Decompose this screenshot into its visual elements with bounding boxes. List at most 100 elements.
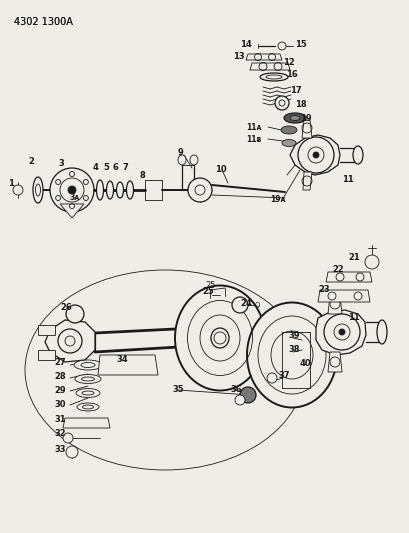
Ellipse shape bbox=[283, 113, 305, 123]
Polygon shape bbox=[63, 418, 110, 428]
Ellipse shape bbox=[74, 360, 102, 370]
Text: 17: 17 bbox=[289, 85, 301, 94]
Polygon shape bbox=[317, 290, 369, 302]
Polygon shape bbox=[98, 355, 157, 375]
Ellipse shape bbox=[77, 403, 99, 411]
Text: 22: 22 bbox=[331, 265, 343, 274]
Polygon shape bbox=[327, 352, 341, 372]
Text: 37: 37 bbox=[277, 372, 289, 381]
Text: 14: 14 bbox=[239, 39, 251, 49]
Text: 31: 31 bbox=[54, 416, 65, 424]
Circle shape bbox=[231, 297, 247, 313]
Circle shape bbox=[66, 446, 78, 458]
Text: 27: 27 bbox=[54, 359, 65, 367]
Circle shape bbox=[13, 185, 23, 195]
Circle shape bbox=[274, 96, 288, 110]
Ellipse shape bbox=[289, 116, 299, 120]
Ellipse shape bbox=[259, 73, 287, 81]
Ellipse shape bbox=[246, 303, 336, 408]
Circle shape bbox=[188, 178, 211, 202]
Text: 33: 33 bbox=[54, 446, 65, 455]
Polygon shape bbox=[38, 350, 55, 360]
Circle shape bbox=[312, 152, 318, 158]
Text: 11ᴃ: 11ᴃ bbox=[245, 134, 261, 143]
Text: 26: 26 bbox=[60, 303, 72, 312]
Circle shape bbox=[239, 387, 255, 403]
Text: 34: 34 bbox=[116, 356, 127, 365]
Text: 36: 36 bbox=[229, 385, 241, 394]
Ellipse shape bbox=[281, 140, 295, 147]
Ellipse shape bbox=[178, 155, 186, 165]
Text: 11ᴀ: 11ᴀ bbox=[245, 123, 261, 132]
Polygon shape bbox=[327, 295, 341, 314]
Text: 40: 40 bbox=[299, 359, 311, 368]
Ellipse shape bbox=[116, 182, 123, 198]
Text: 25: 25 bbox=[202, 287, 213, 296]
Text: Q: Q bbox=[254, 302, 260, 308]
Polygon shape bbox=[315, 310, 365, 355]
Circle shape bbox=[323, 314, 359, 350]
Text: 7: 7 bbox=[123, 163, 128, 172]
Text: 38: 38 bbox=[287, 345, 299, 354]
Ellipse shape bbox=[211, 328, 229, 348]
Text: 3ᴀ: 3ᴀ bbox=[70, 192, 80, 201]
Polygon shape bbox=[45, 320, 95, 362]
Text: 9: 9 bbox=[178, 148, 183, 157]
Text: 4302 1300A: 4302 1300A bbox=[14, 17, 73, 27]
Circle shape bbox=[68, 186, 76, 194]
Text: 18: 18 bbox=[294, 100, 306, 109]
Text: 30: 30 bbox=[54, 400, 65, 409]
Text: 29: 29 bbox=[54, 386, 65, 395]
Text: 3: 3 bbox=[58, 158, 63, 167]
Polygon shape bbox=[301, 120, 311, 138]
Ellipse shape bbox=[106, 181, 113, 199]
Polygon shape bbox=[38, 325, 55, 335]
Ellipse shape bbox=[126, 181, 133, 199]
Ellipse shape bbox=[189, 155, 198, 165]
Ellipse shape bbox=[352, 146, 362, 164]
Text: 4302 1300A: 4302 1300A bbox=[14, 17, 73, 27]
Polygon shape bbox=[245, 54, 281, 60]
Text: 25: 25 bbox=[204, 280, 215, 289]
Polygon shape bbox=[325, 272, 371, 282]
Circle shape bbox=[266, 373, 276, 383]
Ellipse shape bbox=[76, 389, 100, 398]
Text: 1: 1 bbox=[8, 179, 14, 188]
Ellipse shape bbox=[175, 286, 264, 391]
Circle shape bbox=[50, 168, 94, 212]
Text: 11: 11 bbox=[341, 175, 353, 184]
Text: 4: 4 bbox=[93, 163, 99, 172]
Text: 15: 15 bbox=[294, 39, 306, 49]
Text: 8: 8 bbox=[139, 171, 145, 180]
Text: 39: 39 bbox=[287, 332, 299, 341]
Polygon shape bbox=[60, 204, 84, 218]
Polygon shape bbox=[249, 63, 289, 70]
Text: 13: 13 bbox=[232, 52, 244, 61]
Text: 12: 12 bbox=[282, 58, 294, 67]
Text: 24: 24 bbox=[239, 298, 251, 308]
Text: 2: 2 bbox=[28, 157, 34, 166]
Ellipse shape bbox=[376, 320, 386, 344]
Circle shape bbox=[277, 42, 285, 50]
Polygon shape bbox=[289, 135, 339, 175]
Text: 19ᴀ: 19ᴀ bbox=[270, 196, 285, 205]
Ellipse shape bbox=[75, 375, 101, 384]
Text: 21: 21 bbox=[347, 254, 359, 262]
Circle shape bbox=[58, 329, 82, 353]
Circle shape bbox=[234, 395, 245, 405]
Text: 28: 28 bbox=[54, 373, 65, 382]
Ellipse shape bbox=[33, 177, 43, 203]
Text: 23: 23 bbox=[317, 286, 329, 295]
Text: 19: 19 bbox=[299, 114, 311, 123]
Polygon shape bbox=[302, 172, 311, 190]
Text: 11: 11 bbox=[347, 313, 359, 322]
Circle shape bbox=[66, 305, 84, 323]
Text: 32: 32 bbox=[54, 430, 65, 439]
Text: 10: 10 bbox=[214, 166, 226, 174]
Circle shape bbox=[364, 255, 378, 269]
Text: 16: 16 bbox=[285, 69, 297, 78]
Text: 35: 35 bbox=[172, 385, 183, 394]
Ellipse shape bbox=[280, 126, 296, 134]
Circle shape bbox=[63, 433, 73, 443]
Circle shape bbox=[297, 137, 333, 173]
